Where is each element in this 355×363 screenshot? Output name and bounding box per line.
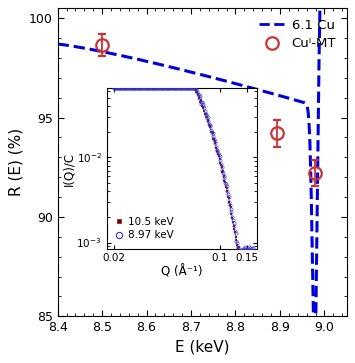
- X-axis label: E (keV): E (keV): [175, 340, 229, 355]
- Y-axis label: R (E) (%): R (E) (%): [8, 128, 23, 196]
- Legend: 6.1 Cu, Cuᴵ-MT: 6.1 Cu, Cuᴵ-MT: [255, 15, 340, 54]
